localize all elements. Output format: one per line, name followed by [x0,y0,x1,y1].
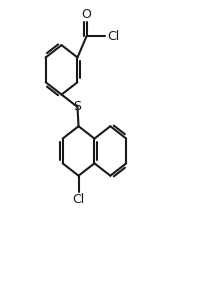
Text: O: O [82,8,92,21]
Text: S: S [73,100,81,113]
Text: Cl: Cl [107,30,119,42]
Text: Cl: Cl [72,193,85,206]
